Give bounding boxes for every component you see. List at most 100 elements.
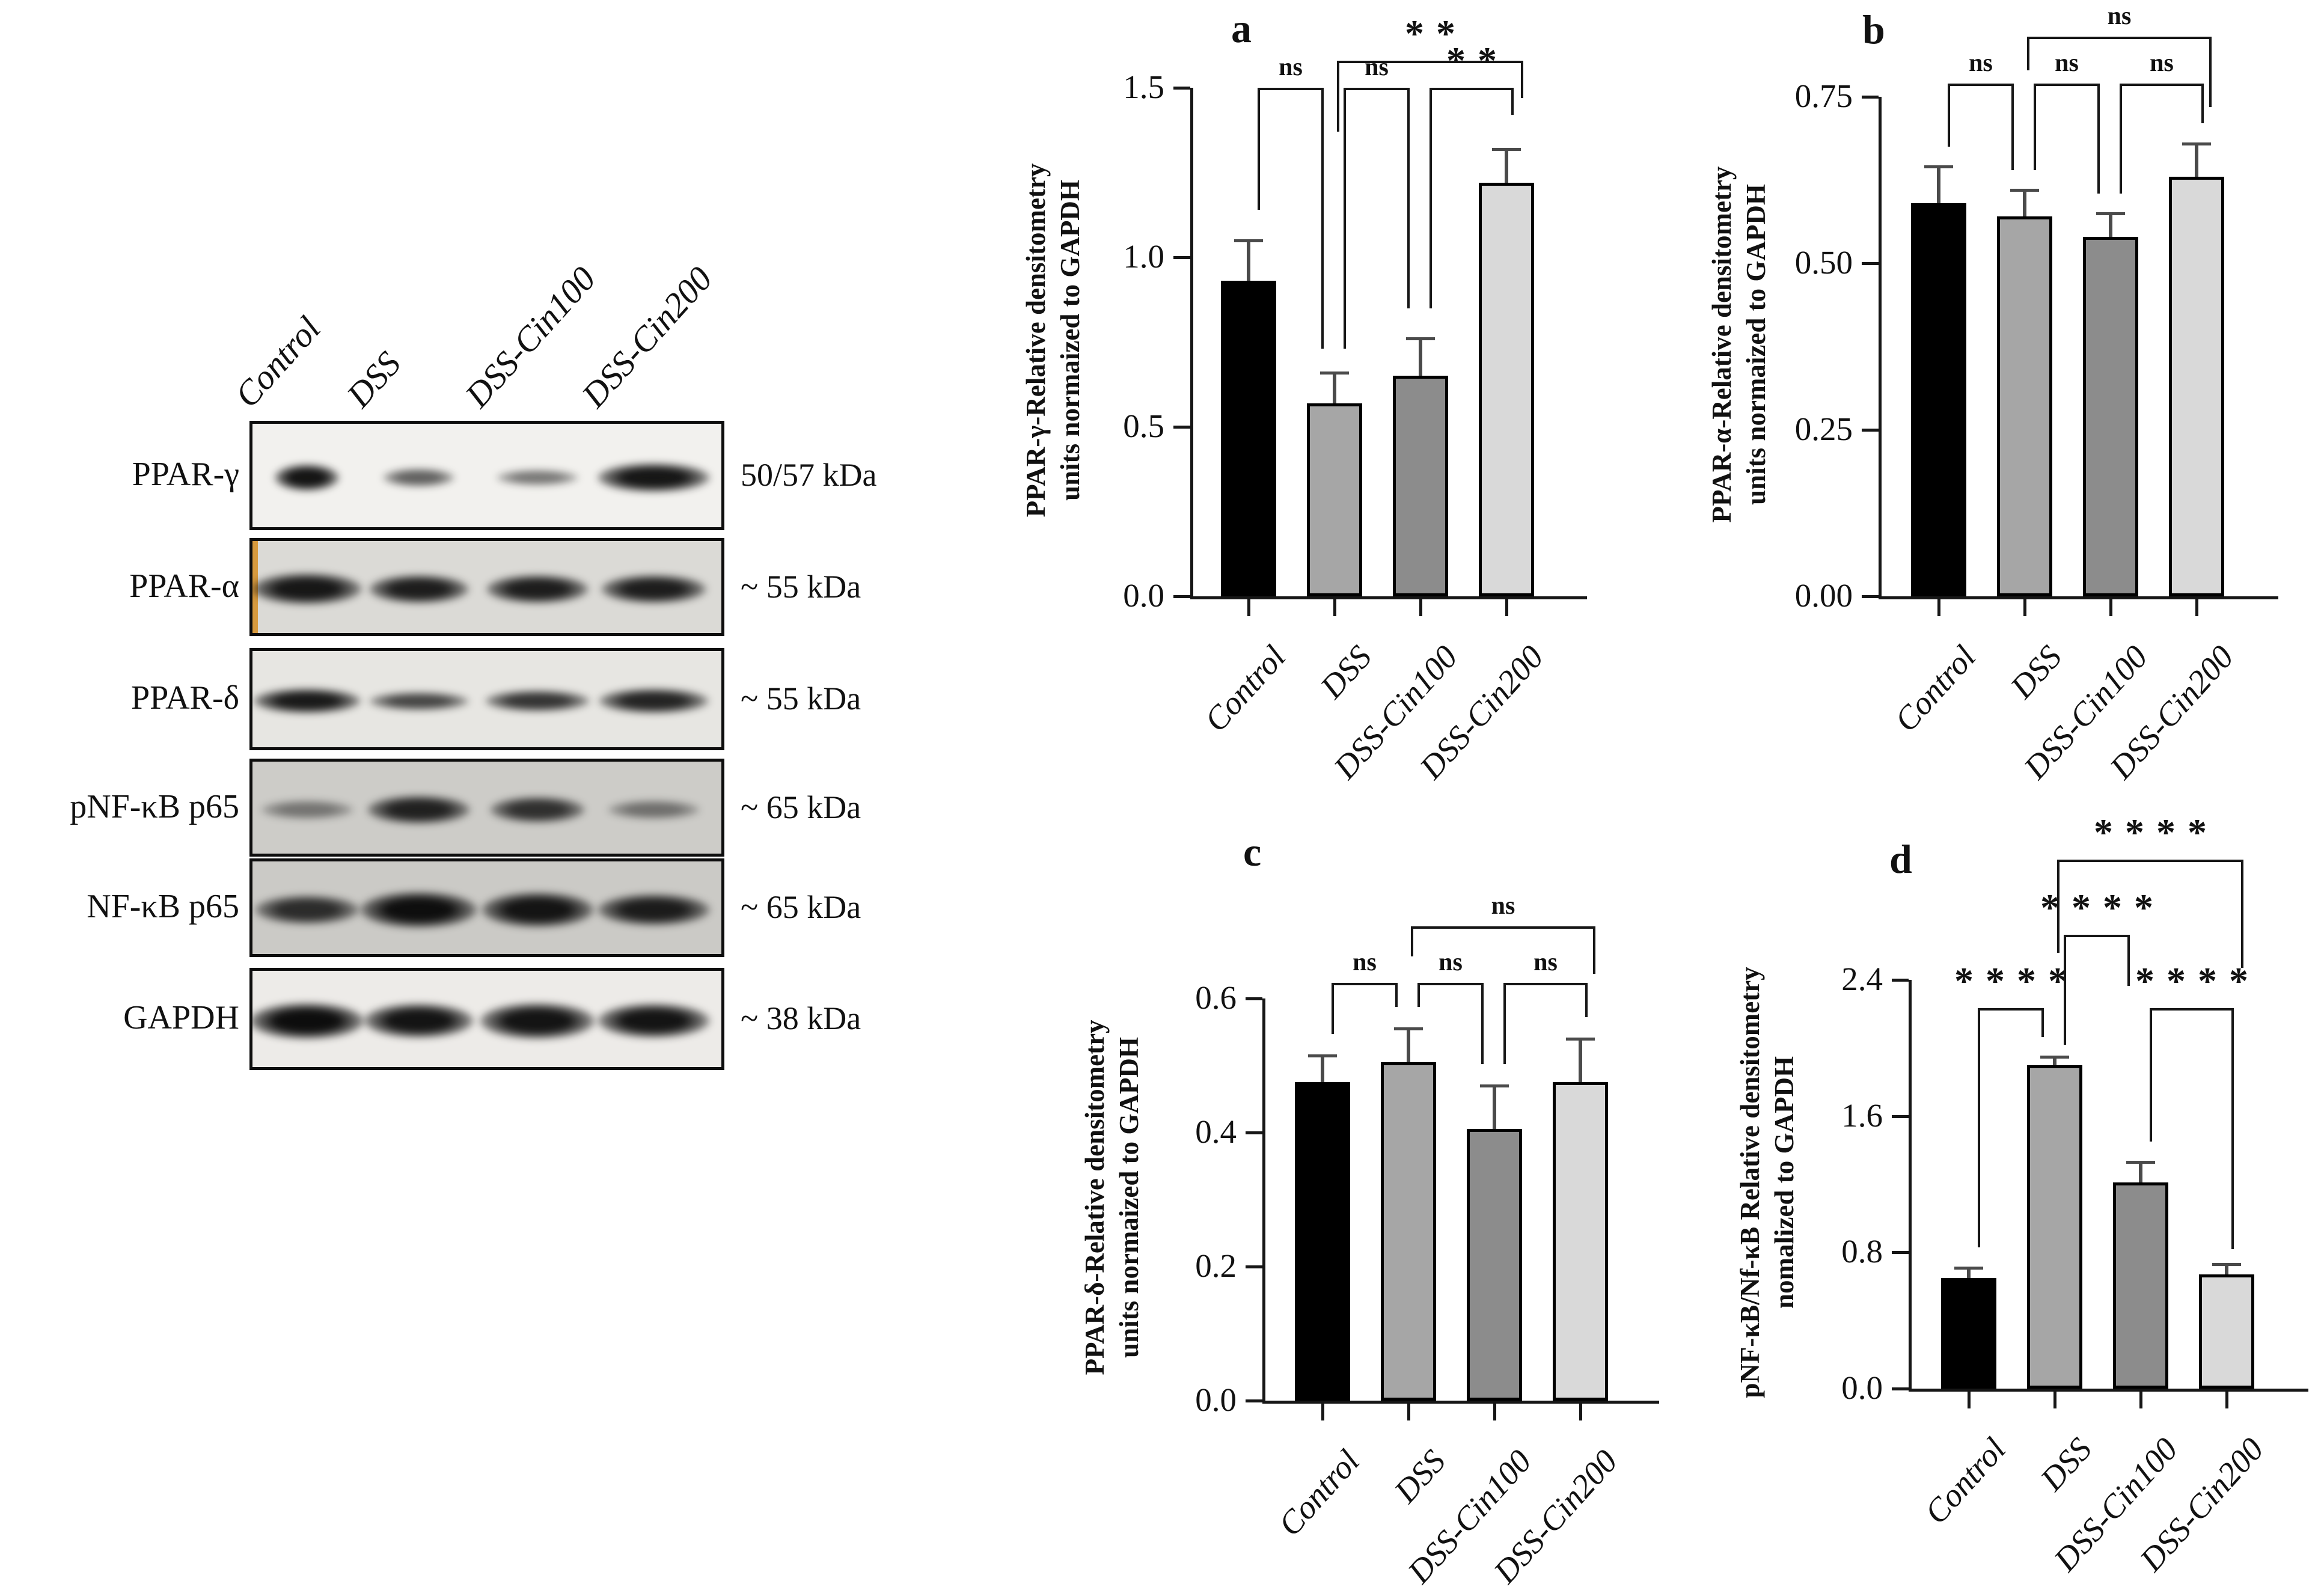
error-bar-cap <box>2010 189 2039 192</box>
y-axis-label: pNF-κB/Nf-κB Relative densitometry nomali… <box>1733 822 1802 1543</box>
error-bar-stem <box>2139 1162 2142 1183</box>
x-axis <box>1262 1401 1659 1404</box>
sig-bracket-bar <box>2057 860 2243 863</box>
x-tick <box>1505 599 1508 616</box>
x-axis <box>1909 1389 2308 1392</box>
bar-DSS <box>2027 1065 2082 1389</box>
sig-bracket-leg <box>1948 83 1950 147</box>
x-tick <box>1493 1404 1496 1420</box>
blot-membrane-box <box>249 858 724 957</box>
y-tick <box>1892 979 1909 982</box>
error-bar-stem <box>2053 1056 2056 1065</box>
bar-DSS <box>1381 1062 1436 1401</box>
blot-band <box>484 690 591 712</box>
blot-band <box>252 1002 365 1039</box>
blot-band <box>382 468 456 488</box>
y-tick-label: 0.8 <box>1841 1233 1883 1270</box>
sig-bracket-leg <box>2097 83 2100 194</box>
sig-bracket-leg <box>2027 37 2029 70</box>
y-tick-label: 0.0 <box>1195 1381 1237 1418</box>
bar-DSS-Cin100 <box>2113 1182 2168 1389</box>
blot-band <box>489 796 586 823</box>
sig-bracket-leg <box>2150 1008 2152 1142</box>
sig-bracket-bar <box>1344 88 1410 90</box>
bar-DSS <box>1997 216 2052 596</box>
sig-bracket-leg <box>2127 934 2130 986</box>
sig-bracket-bar <box>1332 983 1398 986</box>
sig-bracket-leg <box>2209 37 2212 107</box>
error-bar-cap <box>1320 371 1349 375</box>
y-tick <box>1862 96 1879 99</box>
bar-Control <box>1221 281 1276 596</box>
bar-Control <box>1911 203 1966 596</box>
blot-band <box>368 691 469 711</box>
bar-DSS-Cin100 <box>1467 1129 1522 1401</box>
blot-protein-label: PPAR-α <box>129 567 239 605</box>
y-axis-label-line: PPAR-γ-Relative densitometry <box>1021 163 1051 518</box>
x-category-label: Control <box>1271 1442 1367 1543</box>
sig-label: **** <box>2135 959 2260 1002</box>
sig-bracket-leg <box>1593 926 1595 974</box>
sig-bracket-leg <box>1337 60 1339 132</box>
sig-bracket-leg <box>1503 983 1506 1065</box>
sig-bracket-leg <box>2241 860 2243 968</box>
y-tick <box>1892 1251 1909 1255</box>
blot-band <box>363 1003 474 1039</box>
blot-band <box>597 893 711 926</box>
y-tick-label: 0.00 <box>1794 577 1853 614</box>
y-axis-label-line: pNF-κB/Nf-κB Relative densitometry <box>1735 967 1765 1398</box>
blot-band <box>597 1003 711 1039</box>
x-category-label: Control <box>1887 638 1983 739</box>
sig-bracket-leg <box>1395 983 1398 1008</box>
sig-bracket-leg <box>1585 983 1588 1018</box>
sig-label: ns <box>1534 949 1558 977</box>
error-bar-stem <box>1505 148 1508 183</box>
y-tick-label: 1.6 <box>1841 1096 1883 1134</box>
y-tick <box>1892 1387 1909 1390</box>
error-bar-cap <box>2182 142 2211 145</box>
blot-protein-label: GAPDH <box>123 999 239 1036</box>
blot-band <box>260 800 354 819</box>
sig-bracket-leg <box>1344 88 1346 349</box>
error-bar-stem <box>1333 372 1336 403</box>
sig-label: ns <box>1279 54 1303 81</box>
error-bar-stem <box>2109 213 2112 237</box>
blot-membrane-box <box>249 538 724 636</box>
error-bar-stem <box>2023 190 2026 217</box>
x-tick <box>1333 599 1336 616</box>
sig-bracket-leg <box>2041 1008 2044 1037</box>
sig-label: ns <box>1491 891 1515 920</box>
y-axis-label-line: units normaized to GAPDH <box>1114 1037 1144 1358</box>
x-category-label: DSS <box>2033 1430 2099 1498</box>
bar-Control <box>1295 1082 1350 1401</box>
error-bar-cap <box>1234 239 1263 242</box>
sig-bracket-bar <box>2034 83 2100 86</box>
error-bar-cap <box>2096 212 2125 215</box>
sig-bracket-bar <box>1503 983 1588 986</box>
blot-membrane-box <box>249 759 724 857</box>
error-bar-cap <box>1566 1037 1595 1041</box>
x-category-label: Control <box>1917 1430 2013 1531</box>
x-tick <box>1937 599 1940 616</box>
error-bar-stem <box>2225 1264 2228 1275</box>
x-axis <box>1879 596 2278 599</box>
blot-membrane-box <box>249 648 724 750</box>
bar-DSS-Cin200 <box>1553 1082 1608 1401</box>
y-axis <box>1909 980 1912 1392</box>
blot-band <box>597 462 711 493</box>
sig-label: ** <box>1405 11 1467 55</box>
sig-bracket-bar <box>1978 1008 2044 1011</box>
y-tick <box>1862 595 1879 598</box>
error-bar-cap <box>1492 147 1521 151</box>
error-bar-cap <box>1308 1054 1337 1057</box>
y-axis-label-line: nomalized to GAPDH <box>1769 1056 1799 1309</box>
y-tick-label: 0.4 <box>1195 1113 1237 1150</box>
x-category-label: DSS <box>1313 638 1379 706</box>
sig-bracket-bar <box>2150 1008 2234 1011</box>
blot-kda-label: 50/57 kDa <box>741 457 877 493</box>
panel-label-c: c <box>1243 829 1262 875</box>
error-bar-cap <box>1406 337 1435 341</box>
y-tick <box>1246 1131 1262 1134</box>
blot-band <box>495 469 579 486</box>
y-axis <box>1262 998 1265 1404</box>
